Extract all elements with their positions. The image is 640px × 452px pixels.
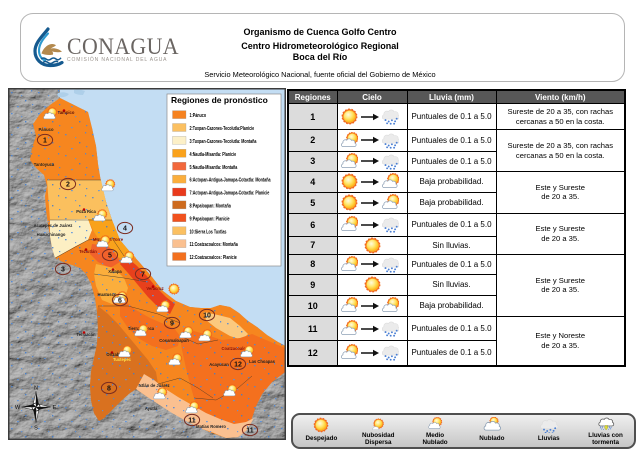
svg-text:W: W (15, 405, 21, 411)
svg-text:3: 3 (61, 267, 65, 274)
svg-text:Veracruz: Veracruz (146, 286, 163, 291)
svg-text:8:Papaloapan: Montaña: 8:Papaloapan: Montaña (190, 203, 232, 209)
svg-text:6: 6 (118, 298, 122, 305)
svg-text:1: 1 (43, 138, 47, 145)
svg-text:Cosamaloapan: Cosamaloapan (159, 338, 189, 343)
svg-text:9:Papaloapan: Planicie: 9:Papaloapan: Planicie (190, 216, 231, 222)
svg-text:4: 4 (123, 226, 127, 233)
svg-text:Huauchinango: Huauchinango (37, 232, 66, 237)
svg-text:9: 9 (170, 321, 174, 328)
svg-text:S: S (34, 425, 38, 431)
svg-text:7:Actopan-Antigua-Jamapa-Cotax: 7:Actopan-Antigua-Jamapa-Cotaxtla: Plani… (190, 190, 270, 196)
svg-text:11: 11 (188, 418, 196, 425)
svg-text:Tehuacán: Tehuacán (76, 332, 95, 337)
svg-text:2: 2 (66, 182, 70, 189)
svg-text:4:Nautla-Misantla: Planicie: 4:Nautla-Misantla: Planicie (190, 151, 237, 157)
svg-text:10:Sierra Los Tuxtlas: 10:Sierra Los Tuxtlas (190, 229, 227, 235)
svg-text:Tuxtepec: Tuxtepec (113, 357, 131, 362)
svg-text:Acatepec de Juárez: Acatepec de Juárez (34, 223, 73, 228)
svg-text:2:Tuxpan-Cazones-Tecolutla:Pla: 2:Tuxpan-Cazones-Tecolutla:Planicie (190, 126, 255, 132)
svg-text:12: 12 (234, 362, 242, 369)
svg-text:Las Choapas: Las Choapas (249, 359, 275, 364)
svg-text:12:Coatzacoalcos: Planicie: 12:Coatzacoalcos: Planicie (190, 255, 238, 261)
svg-text:Teziutlán: Teziutlán (79, 249, 97, 254)
svg-text:Coatzacoalcos: Coatzacoalcos (221, 346, 251, 351)
svg-text:Orizaba: Orizaba (106, 352, 122, 357)
svg-text:11:Coatzacoalcos: Montaña: 11:Coatzacoalcos: Montaña (190, 242, 239, 248)
svg-text:Huatusco: Huatusco (98, 292, 117, 297)
svg-text:10: 10 (203, 313, 211, 320)
svg-text:Acayucan: Acayucan (209, 362, 229, 367)
svg-text:5: 5 (108, 253, 112, 260)
svg-text:Ayutla: Ayutla (145, 406, 158, 411)
svg-text:8: 8 (107, 386, 111, 393)
svg-text:Pánuco: Pánuco (39, 127, 54, 132)
svg-text:5:Nautla-Misantla: Montaña: 5:Nautla-Misantla: Montaña (190, 164, 238, 170)
svg-text:Tampico: Tampico (58, 110, 75, 115)
svg-text:Poza Rica: Poza Rica (76, 209, 96, 214)
svg-text:E: E (53, 405, 57, 411)
svg-text:N: N (34, 386, 38, 392)
svg-text:Tantoyuca: Tantoyuca (34, 162, 55, 167)
svg-text:Ixtlán de Juárez: Ixtlán de Juárez (138, 383, 169, 388)
svg-text:3:Tuxpan-Cazones-Tecolutla: Mo: 3:Tuxpan-Cazones-Tecolutla: Montaña (190, 138, 257, 144)
svg-text:7: 7 (141, 272, 145, 279)
svg-text:Matías Romero: Matías Romero (196, 424, 226, 429)
svg-text:6:Actopan-Antigua-Jamapa-Cotax: 6:Actopan-Antigua-Jamapa-Cotaxtla: Monta… (190, 177, 271, 183)
svg-text:Xalapa: Xalapa (108, 269, 122, 274)
svg-text:1:Pánuco: 1:Pánuco (190, 113, 207, 119)
svg-text:Regiones de pronóstico: Regiones de pronóstico (171, 95, 268, 105)
svg-text:11: 11 (246, 428, 254, 435)
